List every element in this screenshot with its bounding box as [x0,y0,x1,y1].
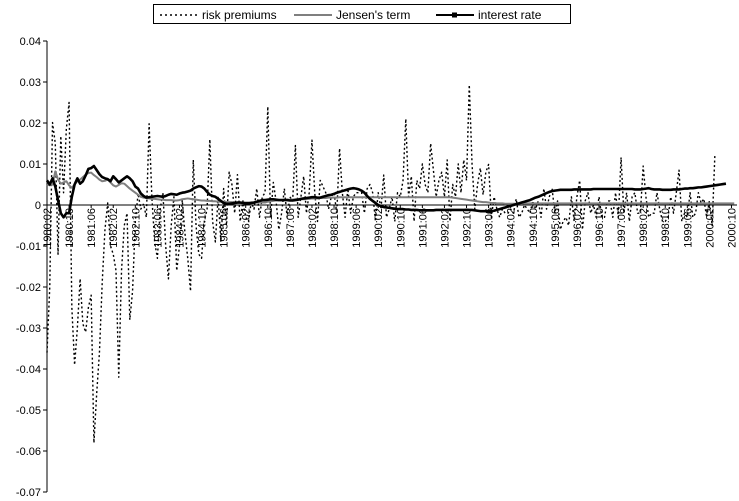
x-tick-label: 1994:10 [528,208,540,248]
x-tick-label: 2000:02 [704,208,716,248]
y-tick-label: -0.07 [16,487,41,499]
y-tick-label: 0.01 [20,159,41,171]
x-tick-label: 1982:10 [130,208,142,248]
y-tick-label: -0.02 [16,282,41,294]
y-tick-label: 0.03 [20,77,41,89]
chart-legend: risk premiums Jensen's term interest rat… [153,4,571,24]
y-tick-label: -0.04 [16,364,41,376]
legend-label: Jensen's term [336,8,411,22]
y-tick-label: 0.02 [20,118,41,130]
x-tick-label: 1996:10 [594,208,606,248]
x-tick-label: 1981:06 [86,208,98,248]
x-tick-label: 1989:06 [351,208,363,248]
x-tick-label: 2000:10 [726,208,738,248]
x-tick-label: 1998:10 [660,208,672,248]
legend-label: interest rate [478,8,542,22]
x-tick-label: 1992:10 [462,208,474,248]
x-tick-label: 1983:06 [152,208,164,248]
series-line-interest-rate [45,164,727,219]
x-tick-label: 1990:02 [373,208,385,248]
x-tick-label: 1980:02 [42,208,54,248]
x-tick-label: 1991:06 [417,208,429,248]
x-tick-label: 1999:06 [682,208,694,248]
x-tick-label: 1987:06 [285,208,297,248]
x-tick-label: 1990:10 [395,208,407,248]
y-tick-label: -0.01 [16,241,41,253]
x-tick-label: 1988:10 [329,208,341,248]
x-tick-label: 1986:10 [263,208,275,248]
x-tick-label: 1984:10 [197,208,209,248]
x-tick-label: 1988:02 [307,208,319,248]
x-tick-label: 1997:06 [616,208,628,248]
series-line-jensen-s-term [46,170,735,205]
y-tick-label: 0.04 [20,36,41,48]
y-tick-label: -0.03 [16,323,41,335]
x-tick-label: 1986:02 [241,208,253,248]
x-tick-label: 1998:02 [638,208,650,248]
x-tick-label: 1994:02 [506,208,518,248]
y-tick-label: -0.06 [16,446,41,458]
series-line-risk-premiums [46,84,716,444]
y-tick-label: 0 [35,200,41,212]
y-tick-label: -0.05 [16,405,41,417]
legend-label: risk premiums [202,8,277,22]
x-tick-label: 1982:02 [108,208,120,248]
x-tick-label: 1992:02 [439,208,451,248]
x-tick-label: 1993:06 [484,208,496,248]
